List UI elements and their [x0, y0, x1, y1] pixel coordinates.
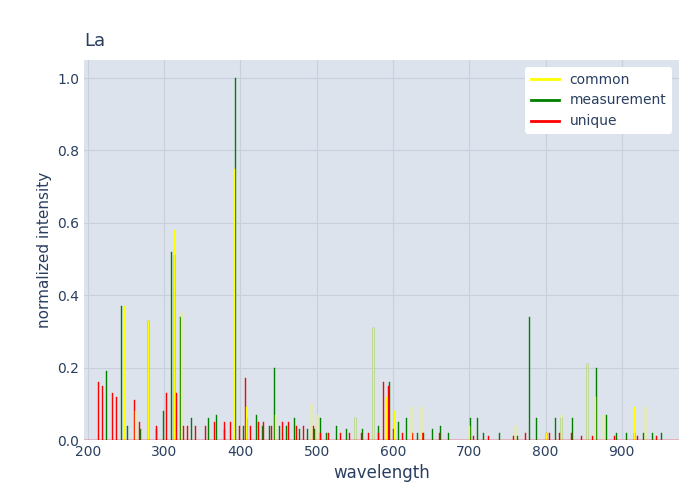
X-axis label: wavelength: wavelength [333, 464, 430, 482]
Text: La: La [84, 32, 105, 50]
Y-axis label: normalized intensity: normalized intensity [36, 172, 52, 328]
Legend: common, measurement, unique: common, measurement, unique [525, 67, 672, 134]
